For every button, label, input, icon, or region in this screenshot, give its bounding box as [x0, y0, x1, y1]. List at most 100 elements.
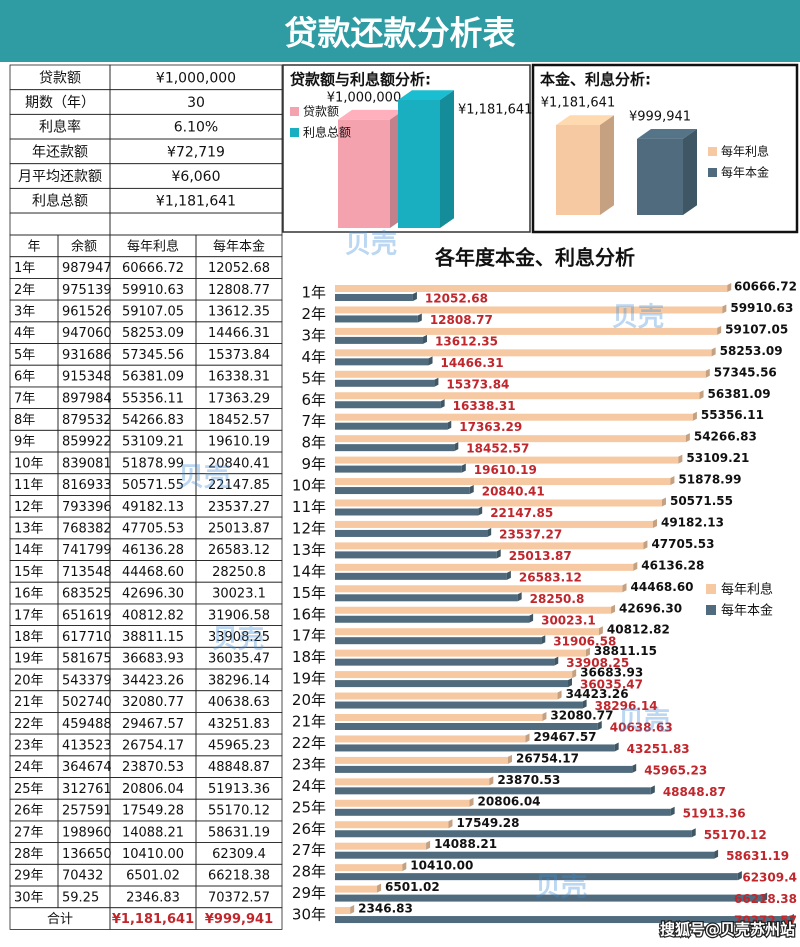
table-text: 58253.09	[122, 326, 184, 341]
table-text: 683525	[62, 587, 112, 602]
table-text: 29467.57	[122, 717, 184, 732]
table-text: 3年	[14, 304, 35, 319]
bar-depth	[541, 635, 546, 645]
table-text: 26754.17	[122, 738, 184, 753]
table-text: 879532	[62, 413, 112, 428]
bar-depth	[632, 763, 637, 773]
legend-swatch	[708, 168, 717, 177]
bar-depth	[426, 840, 431, 850]
y-tick-label: 8年	[301, 434, 326, 452]
bar	[335, 529, 488, 537]
data-label: 42696.30	[619, 601, 682, 615]
watermark: 贝壳	[535, 873, 587, 903]
data-label: 23537.27	[499, 527, 562, 541]
table-text: 16年	[14, 587, 44, 602]
bar	[335, 778, 490, 786]
data-label: 17549.28	[456, 816, 519, 830]
table-text: 月平均还款额	[18, 169, 102, 185]
data-label: 16338.31	[453, 399, 516, 413]
table-text: 5年	[14, 348, 35, 363]
data-label: 60666.72	[734, 280, 797, 294]
data-label: ¥1,181,641	[458, 103, 532, 118]
table-text: 40638.63	[208, 695, 270, 710]
data-label: 19610.19	[474, 463, 537, 477]
table-text: 56381.09	[122, 370, 184, 385]
legend-swatch	[706, 605, 716, 615]
data-label: 29467.57	[534, 730, 597, 744]
bar-depth	[661, 497, 666, 507]
bar-depth	[670, 806, 675, 816]
bar	[335, 422, 448, 430]
table-text: 59.25	[62, 890, 99, 905]
table-text: 53109.21	[122, 435, 184, 450]
bar-depth	[448, 819, 453, 829]
y-tick-label: 19年	[292, 670, 326, 688]
chart-title: 本金、利息分析:	[540, 71, 651, 89]
y-tick-label: 26年	[292, 820, 326, 838]
table-text: 31906.58	[208, 608, 270, 623]
bar-depth	[722, 304, 727, 314]
y-tick-label: 10年	[292, 477, 326, 495]
bar-depth	[691, 828, 696, 838]
bar	[335, 649, 586, 657]
y-tick-label: 1年	[301, 284, 326, 302]
table-text: 651619	[62, 608, 112, 623]
data-label: 18452.57	[466, 442, 529, 456]
bar	[335, 487, 470, 495]
data-label: 6501.02	[385, 880, 440, 894]
y-tick-label: 27年	[292, 841, 326, 859]
table-text: 27年	[14, 825, 44, 840]
data-label: 54266.83	[694, 430, 757, 444]
bar	[335, 723, 598, 730]
data-label: 38296.14	[595, 699, 658, 713]
legend-label: 每年本金	[721, 603, 773, 619]
table-text: 24年	[14, 760, 44, 775]
table-text: 20840.41	[208, 456, 270, 471]
table-text: 987947	[62, 261, 112, 276]
table-text: 36035.47	[208, 652, 270, 667]
bar	[335, 306, 723, 314]
bar-depth	[683, 129, 697, 215]
bar-depth	[434, 377, 439, 387]
table-text: 14年	[14, 543, 44, 558]
table-text: 32080.77	[122, 695, 184, 710]
data-label: ¥1,181,641	[541, 96, 615, 111]
table-text: 20806.04	[122, 782, 184, 797]
bar	[335, 444, 455, 452]
data-label: 55170.12	[704, 828, 767, 842]
bar-depth	[461, 463, 466, 473]
bar	[335, 864, 403, 872]
y-tick-label: 12年	[292, 519, 326, 537]
table-text: 961526	[62, 304, 112, 319]
table-text: 14466.31	[208, 326, 270, 341]
bar-depth	[790, 914, 794, 924]
table-text: 1年	[14, 261, 35, 276]
title-band	[0, 0, 800, 62]
table-text: 6年	[14, 370, 35, 385]
bar	[335, 637, 542, 645]
watermark: 贝壳	[212, 625, 264, 655]
data-label: 38811.15	[594, 644, 657, 658]
y-tick-label: 30年	[292, 906, 326, 924]
table-text: 58631.19	[208, 825, 270, 840]
y-tick-label: 21年	[292, 713, 326, 731]
table-text: 60666.72	[122, 261, 184, 276]
table-text: 22147.85	[208, 478, 270, 493]
y-tick-label: 5年	[301, 369, 326, 387]
watermark: 贝壳	[618, 707, 670, 737]
bar	[335, 413, 693, 421]
bar	[335, 285, 728, 292]
bar-depth	[517, 592, 522, 602]
bar	[335, 799, 470, 807]
table-text: 502740	[62, 695, 112, 710]
bar-depth	[428, 356, 433, 366]
table-text: 931686	[62, 348, 112, 363]
bar	[335, 680, 568, 688]
bar	[335, 401, 441, 409]
bar	[335, 701, 583, 709]
table-text: 51878.99	[122, 456, 184, 471]
table-text: 793396	[62, 500, 112, 515]
y-tick-label: 14年	[292, 562, 326, 580]
bar	[335, 520, 653, 528]
bar	[335, 735, 526, 743]
